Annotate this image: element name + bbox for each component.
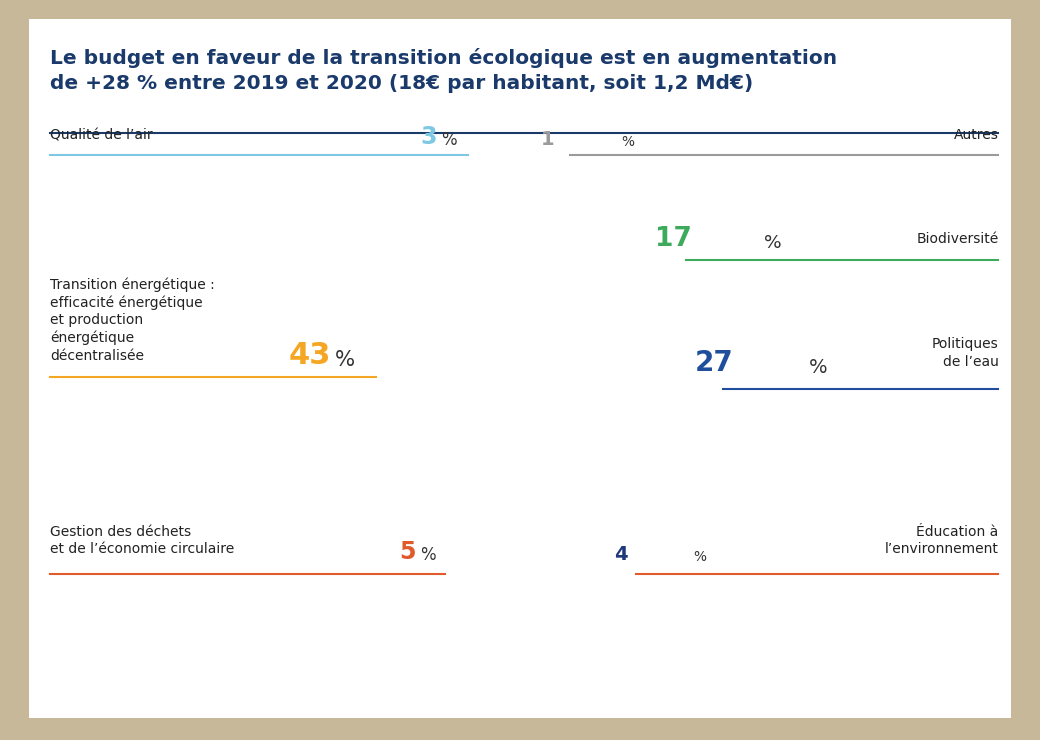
Text: 43: 43 <box>288 341 331 370</box>
Text: Éducation à
l’environnement: Éducation à l’environnement <box>885 525 998 556</box>
Wedge shape <box>414 208 492 308</box>
Text: %: % <box>809 358 828 377</box>
Text: %: % <box>621 135 634 149</box>
Wedge shape <box>530 197 748 611</box>
Text: 17: 17 <box>655 226 692 252</box>
Text: 1: 1 <box>541 130 554 149</box>
Text: 5: 5 <box>399 540 416 564</box>
Wedge shape <box>554 536 584 628</box>
Text: 4: 4 <box>614 545 627 564</box>
Text: soit 1,2 Md€: soit 1,2 Md€ <box>486 446 575 461</box>
Text: 3: 3 <box>420 126 437 149</box>
Text: Qualité de l’air: Qualité de l’air <box>50 128 153 142</box>
Text: Le budget en faveur de la transition écologique est en augmentation
de +28 % ent: Le budget en faveur de la transition éco… <box>50 48 837 93</box>
Text: %: % <box>441 132 457 149</box>
Text: Transition énergétique :
efficacité énergétique
et production
énergétique
décent: Transition énergétique : efficacité éner… <box>50 278 214 363</box>
Wedge shape <box>562 528 623 625</box>
Text: %: % <box>420 546 436 564</box>
Circle shape <box>405 289 656 540</box>
Text: Politiques
de l’eau: Politiques de l’eau <box>932 337 998 369</box>
Text: %: % <box>335 350 355 370</box>
Wedge shape <box>363 495 571 632</box>
Text: %: % <box>694 550 707 564</box>
Text: Autres: Autres <box>954 128 998 142</box>
Text: 27: 27 <box>695 349 733 377</box>
Wedge shape <box>313 231 463 553</box>
Wedge shape <box>463 197 530 295</box>
Text: Gestion des déchets
et de l’économie circulaire: Gestion des déchets et de l’économie cir… <box>50 525 234 556</box>
Text: %: % <box>763 234 781 252</box>
Text: 18€/habitant: 18€/habitant <box>450 383 610 403</box>
Text: Biodiversité: Biodiversité <box>916 232 998 246</box>
